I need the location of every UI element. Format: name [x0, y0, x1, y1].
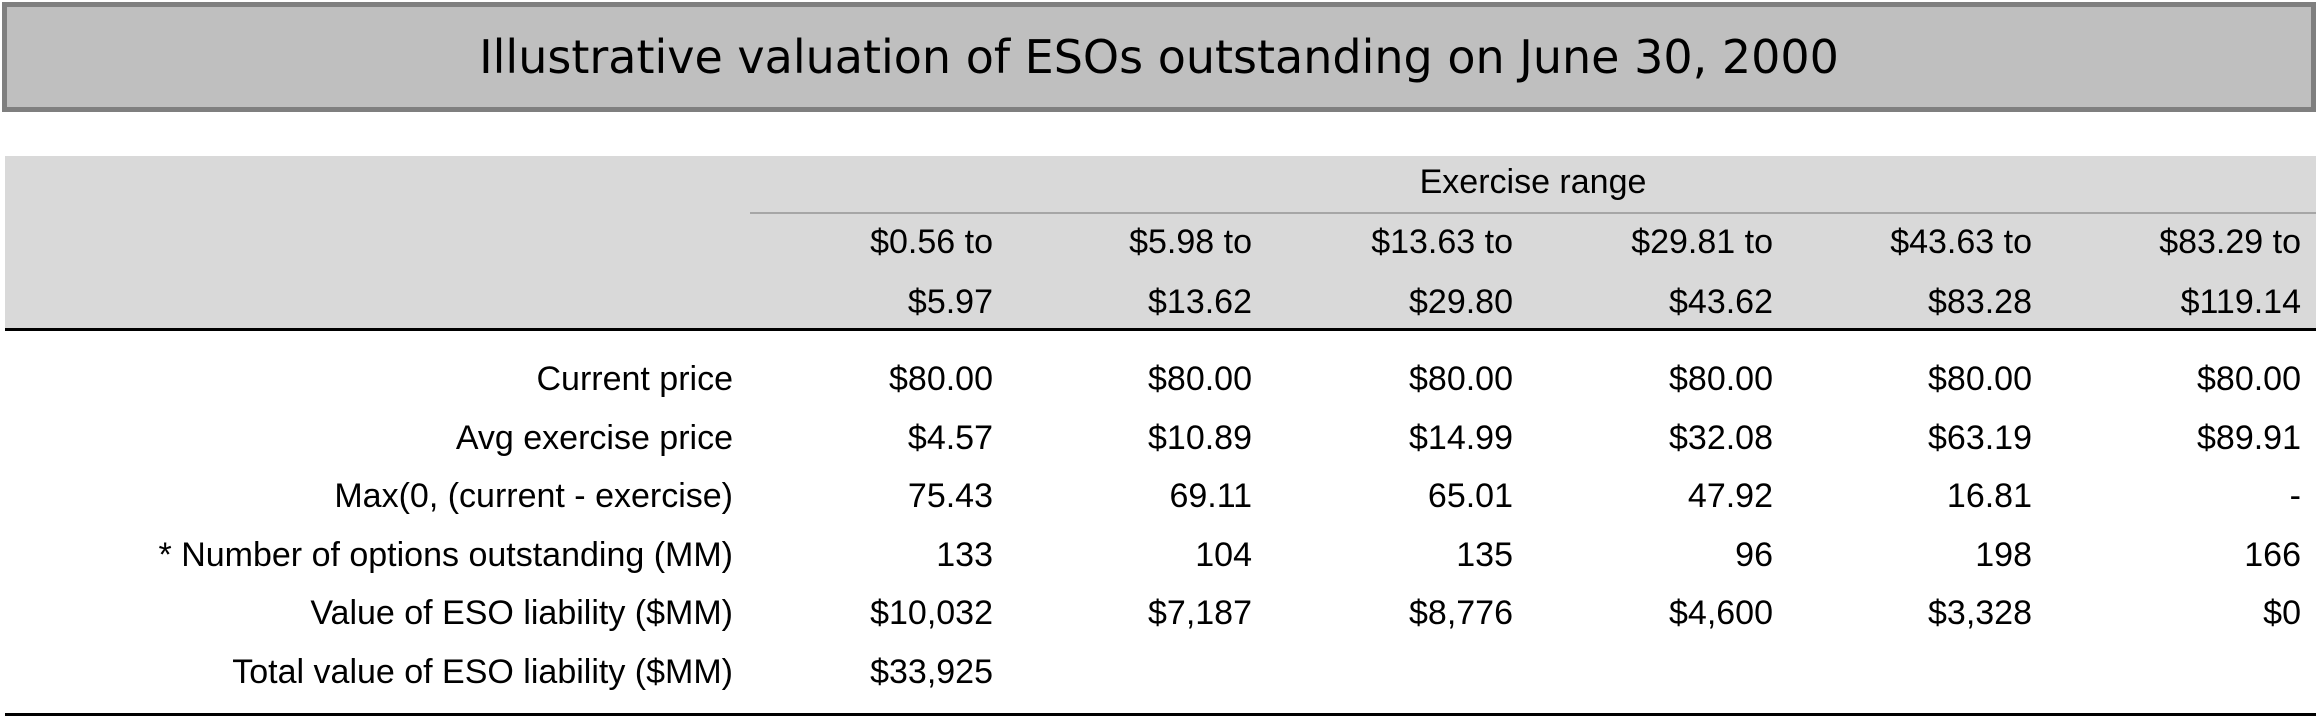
table-cell [1782, 652, 2032, 692]
table-cell: $80.00 [1409, 360, 1513, 398]
table-cell: 65.01 [1427, 477, 1513, 515]
group-label-underline [750, 212, 2316, 214]
table-cell: $80.00 [1928, 360, 2032, 398]
column-header-range-start: $0.56 to [870, 223, 993, 261]
table-cell: $4.57 [907, 419, 993, 457]
table-cell: $4,600 [1669, 594, 1773, 632]
column-header-range-start: $43.63 to [1890, 223, 2032, 261]
table-cell: $80.00 [1148, 360, 1252, 398]
table-cell: 47.92 [1687, 477, 1773, 515]
table-cell: 16.81 [1946, 477, 2032, 515]
page-title: Illustrative valuation of ESOs outstandi… [479, 30, 1839, 84]
column-header-range-end: $119.14 [2180, 283, 2301, 321]
table-cell: $14.99 [1409, 419, 1513, 457]
table-cell: $80.00 [889, 360, 993, 398]
table-cell: 75.43 [907, 477, 993, 515]
table-header-band [5, 156, 2316, 328]
column-header-range-start: $5.98 to [1129, 223, 1252, 261]
table-cell [1263, 652, 1513, 692]
row-label: Avg exercise price [455, 419, 733, 457]
table-cell: 135 [1456, 536, 1513, 574]
row-label: Value of ESO liability ($MM) [310, 594, 733, 632]
table-cell: 96 [1735, 536, 1773, 574]
table-cell: 133 [936, 536, 993, 574]
exercise-range-group-label: Exercise range [1419, 163, 1647, 201]
table-cell: 104 [1195, 536, 1252, 574]
table-cell: $63.19 [1928, 419, 2032, 457]
column-header-range-end: $43.62 [1669, 283, 1773, 321]
row-label: Current price [536, 360, 733, 398]
table-cell: $80.00 [2197, 360, 2301, 398]
table-cell [1002, 652, 1252, 692]
row-label: * Number of options outstanding (MM) [158, 536, 733, 574]
table-cell: $89.91 [2197, 419, 2301, 457]
column-header-range-end: $83.28 [1928, 283, 2032, 321]
table-cell [2051, 652, 2301, 692]
column-header-range-end: $29.80 [1409, 283, 1513, 321]
table-bottom-rule [5, 713, 2316, 716]
table-cell: $7,187 [1148, 594, 1252, 632]
column-header-range-start: $83.29 to [2159, 223, 2301, 261]
table-cell: $10,032 [870, 594, 993, 632]
column-header-range-end: $5.97 [907, 283, 993, 321]
table-cell: - [2289, 477, 2301, 515]
title-banner: Illustrative valuation of ESOs outstandi… [2, 2, 2316, 112]
table-cell: $10.89 [1148, 419, 1252, 457]
table-cell [1523, 652, 1773, 692]
table-cell: $33,925 [870, 653, 993, 691]
header-divider [5, 328, 2316, 331]
table-cell: $32.08 [1669, 419, 1773, 457]
table-cell: 69.11 [1169, 477, 1252, 515]
table-cell: 166 [2244, 536, 2301, 574]
row-label: Total value of ESO liability ($MM) [232, 653, 733, 691]
table-cell: $8,776 [1409, 594, 1513, 632]
table-cell: $80.00 [1669, 360, 1773, 398]
table-cell: 198 [1975, 536, 2032, 574]
row-label: Max(0, (current - exercise) [334, 477, 733, 515]
column-header-range-start: $13.63 to [1371, 223, 1513, 261]
table-cell: $3,328 [1928, 594, 2032, 632]
column-header-range-end: $13.62 [1148, 283, 1252, 321]
column-header-range-start: $29.81 to [1631, 223, 1773, 261]
table-cell: $0 [2263, 594, 2301, 632]
